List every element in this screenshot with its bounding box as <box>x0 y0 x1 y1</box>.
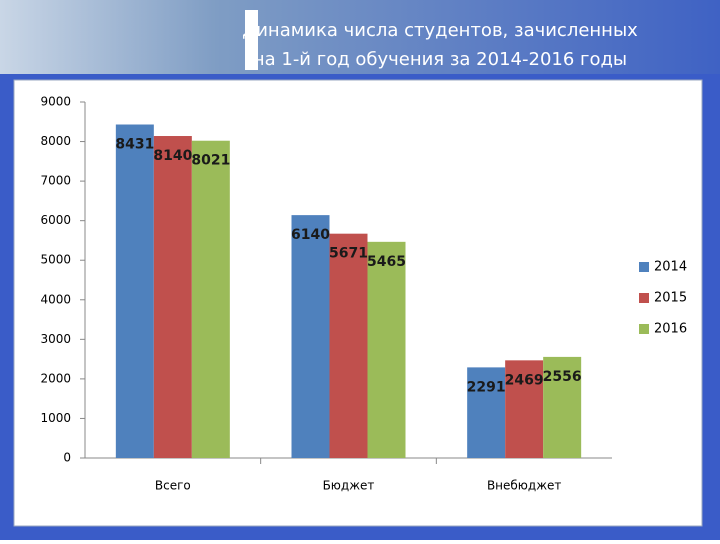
data-label: 6140 <box>291 227 330 243</box>
data-label: 5671 <box>329 246 368 262</box>
legend-swatch <box>639 324 649 334</box>
x-tick-label: Бюджет <box>323 479 375 493</box>
bar <box>115 124 154 458</box>
y-tick-label: 0 <box>63 451 71 465</box>
bar <box>467 367 506 458</box>
data-label: 8140 <box>153 148 192 164</box>
bar <box>505 360 544 458</box>
legend-swatch <box>639 262 649 272</box>
data-label: 2291 <box>467 379 506 395</box>
y-tick-label: 7000 <box>40 174 71 188</box>
y-tick-label: 4000 <box>40 292 71 306</box>
y-tick-label: 3000 <box>40 332 71 346</box>
y-tick-label: 9000 <box>40 95 71 109</box>
header-band <box>0 0 720 74</box>
bar <box>291 215 330 458</box>
chart-title: Динамика числа студентов, зачисленных на … <box>242 20 638 70</box>
bar <box>367 241 406 458</box>
data-label: 2556 <box>543 369 582 385</box>
bar <box>153 136 192 459</box>
y-tick-label: 8000 <box>40 134 71 148</box>
data-label: 2469 <box>505 372 544 388</box>
bar <box>543 356 582 458</box>
legend-label: 2015 <box>654 291 687 306</box>
data-label: 8431 <box>115 137 154 153</box>
data-label: 8021 <box>191 153 230 169</box>
bar <box>329 233 368 458</box>
y-tick-label: 1000 <box>40 411 71 425</box>
overlay-bar <box>245 10 258 70</box>
y-tick-label: 5000 <box>40 253 71 267</box>
bar <box>191 140 230 458</box>
y-tick-label: 2000 <box>40 371 71 385</box>
legend-swatch <box>639 293 649 303</box>
legend-label: 2016 <box>654 322 687 337</box>
x-tick-label: Внебюджет <box>487 479 561 493</box>
x-tick-label: Всего <box>155 479 191 493</box>
legend-label: 2014 <box>654 260 687 275</box>
y-tick-label: 6000 <box>40 213 71 227</box>
data-label: 5465 <box>367 254 406 270</box>
